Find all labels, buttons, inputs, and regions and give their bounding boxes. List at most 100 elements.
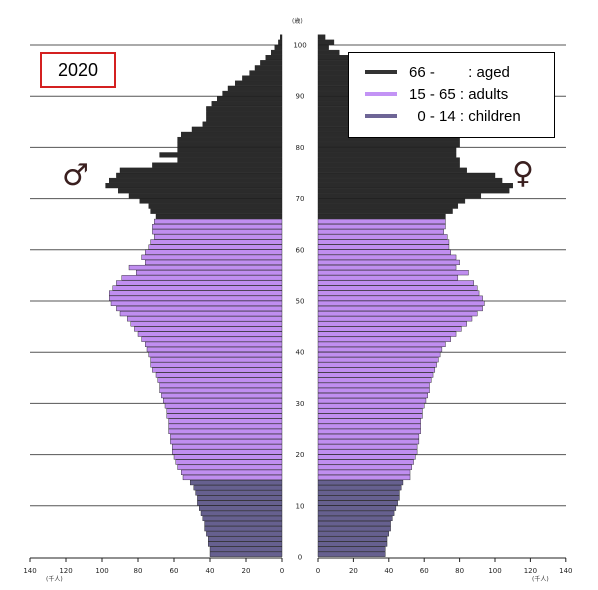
bar-female-age-46 [317,316,473,322]
bar-male-age-95 [254,65,283,71]
bar-male-age-3 [207,536,283,542]
bar-female-age-70 [317,193,482,199]
x-tick-female-40: 40 [384,567,393,575]
age-tick-70: 70 [296,195,305,203]
age-tick-30: 30 [296,400,305,408]
legend-item-adults: 15 - 65 : adults [365,83,554,105]
bar-female-age-76 [317,162,460,168]
bar-female-age-74 [317,172,496,178]
bar-female-age-60 [317,244,450,250]
year-label: 2020 [57,59,99,80]
bar-male-age-12 [195,490,283,496]
bar-female-age-61 [317,239,450,245]
bar-male-age-83 [191,126,283,132]
bar-female-age-78 [317,152,457,158]
bar-female-age-33 [317,382,430,388]
bar-male-age-29 [164,403,283,409]
bar-male-age-9 [198,505,283,511]
bar-female-age-57 [317,259,460,266]
legend-item-aged: 66 - : aged [365,61,554,83]
bar-female-age-71 [317,188,510,194]
x-tick-female-140: 140 [559,567,572,575]
bar-male-age-80 [177,142,283,148]
bar-male-age-40 [146,346,283,353]
legend-item-children: 0 - 14 : children [365,105,554,127]
bar-male-age-81 [177,136,283,143]
male-unit-label: (千人) [46,576,63,583]
bar-female-age-48 [317,305,483,312]
bar-female-age-12 [317,490,400,496]
bar-male-age-17 [177,464,283,470]
bar-male-age-65 [153,218,283,225]
bar-male-age-22 [170,439,283,445]
female-symbol-icon: ♀ [512,156,534,191]
bar-female-age-45 [317,321,467,327]
bar-female-age-38 [317,357,439,363]
bar-female-age-98 [317,49,340,56]
bar-male-age-85 [206,116,283,122]
bar-male-age-93 [242,75,283,81]
bar-male-age-32 [159,387,283,394]
bar-male-age-38 [150,357,283,363]
bar-male-age-62 [153,234,283,240]
bar-male-age-21 [171,444,283,450]
bar-male-age-27 [166,413,283,419]
bar-female-age-100 [317,39,335,45]
bar-female-age-69 [317,198,466,204]
bar-female-age-59 [317,249,451,255]
bar-female-age-23 [317,433,420,440]
bar-female-age-55 [317,270,469,276]
bar-male-age-79 [177,147,283,153]
bar-male-age-60 [148,244,283,250]
bar-female-age-3 [317,536,388,542]
age-tick-50: 50 [296,298,305,306]
bar-male-age-44 [134,326,283,332]
bar-female-age-35 [317,372,434,378]
bar-male-age-63 [152,229,283,235]
bar-female-age-10 [317,500,398,506]
bar-female-age-64 [317,223,446,230]
x-tick-female-80: 80 [455,567,464,575]
x-tick-male-0: 0 [280,567,284,575]
x-tick-male-120: 120 [59,567,72,575]
bar-male-age-45 [130,321,283,327]
bar-female-age-31 [317,392,428,399]
bar-female-age-79 [317,147,457,153]
bar-male-age-24 [168,428,283,434]
bar-female-age-25 [317,423,421,429]
bar-female-age-66 [317,213,446,219]
bar-male-age-49 [110,300,283,306]
bar-male-age-89 [216,95,283,102]
bar-male-age-82 [180,131,283,138]
bar-female-age-53 [317,280,474,286]
bar-male-age-66 [155,213,283,219]
bar-male-age-7 [202,515,283,522]
bar-female-age-2 [317,541,388,547]
bar-female-age-68 [317,203,459,209]
bar-male-age-15 [182,474,283,481]
bar-female-age-37 [317,362,437,368]
bar-female-age-47 [317,311,478,317]
bar-female-age-32 [317,387,430,394]
bar-female-age-17 [317,464,413,470]
bar-female-age-40 [317,346,443,353]
bar-male-age-36 [152,367,283,373]
legend-swatch-adults [365,92,397,96]
bar-female-age-26 [317,418,421,424]
bar-female-age-77 [317,157,460,163]
x-tick-male-40: 40 [206,567,215,575]
bar-male-age-101 [280,34,283,40]
x-tick-male-100: 100 [95,567,108,575]
bar-female-age-13 [317,485,402,491]
age-tick-20: 20 [296,451,305,459]
x-tick-labels: 140 120 100 80 60 40 20 0 0 20 40 60 80 100 120 140 [23,558,572,575]
bar-female-age-49 [317,300,485,306]
male-bars [105,34,283,557]
bar-female-age-24 [317,428,421,434]
bar-male-age-33 [159,382,283,388]
legend-label-adults: 15 - 65 : adults [409,85,509,103]
bar-male-age-67 [150,208,283,214]
bar-male-age-97 [265,55,283,61]
bar-male-age-4 [206,531,283,537]
bar-female-age-65 [317,218,446,225]
